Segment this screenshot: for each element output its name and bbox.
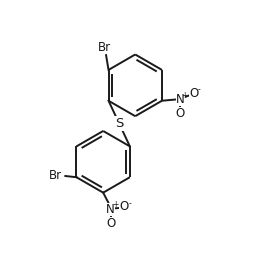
Text: O: O (120, 200, 129, 214)
Text: +: + (182, 90, 188, 99)
Text: +: + (112, 200, 118, 209)
Text: O: O (176, 107, 185, 120)
Text: Br: Br (49, 170, 62, 182)
Text: Br: Br (98, 41, 111, 54)
Text: O: O (106, 217, 115, 230)
Text: -: - (128, 199, 131, 208)
Text: S: S (115, 117, 123, 130)
Text: -: - (198, 85, 201, 94)
Text: N: N (176, 93, 185, 106)
Text: O: O (189, 87, 199, 100)
Text: N: N (106, 203, 115, 216)
